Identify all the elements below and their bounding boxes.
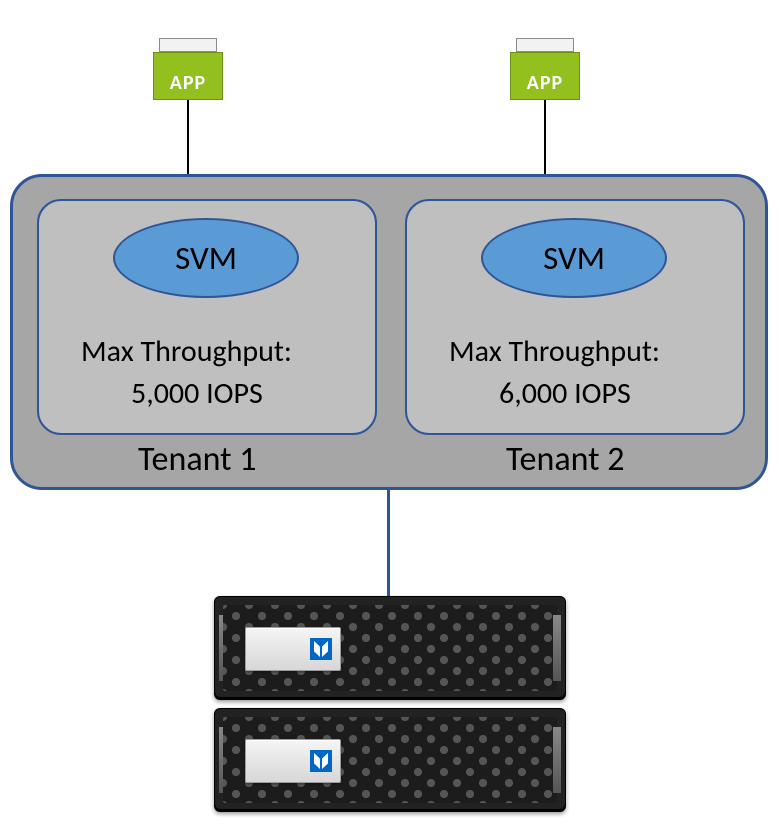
- tenant-2-throughput-label: Max Throughput:: [449, 333, 660, 370]
- tenant-1-throughput-value: 5,000 IOPS: [131, 375, 263, 412]
- tenant-2-svm: SVM: [481, 218, 667, 298]
- storage-shelf-2: [214, 708, 566, 812]
- tenant-2-label: Tenant 2: [506, 439, 624, 480]
- storage-shelf-1: [214, 596, 566, 700]
- tenant-1-throughput-label: Max Throughput:: [81, 333, 292, 370]
- app-label-right: APP: [527, 71, 563, 95]
- app-badge-right: APP: [510, 38, 580, 100]
- diagram-stage: APP APP SVM SVM Max Throughput: 5,000 IO…: [0, 0, 779, 834]
- controller-module-2: [245, 739, 341, 783]
- controller-module-1: [245, 627, 341, 671]
- app-label-left: APP: [170, 71, 206, 95]
- tenant-2-svm-label: SVM: [543, 238, 605, 278]
- app-window-chrome: [516, 38, 574, 52]
- app-badge-left: APP: [153, 38, 223, 100]
- netapp-logo-icon: [310, 750, 332, 772]
- cluster-to-storage-connector: [387, 490, 390, 596]
- tenant-2-throughput-value: 6,000 IOPS: [499, 375, 631, 412]
- storage-appliance: [214, 596, 566, 810]
- app-window-chrome: [159, 38, 217, 52]
- tenant-1-svm: SVM: [113, 218, 299, 298]
- app-body-right: APP: [510, 52, 580, 100]
- cluster-box: SVM SVM Max Throughput: 5,000 IOPS Max T…: [10, 174, 768, 490]
- tenant-1-label: Tenant 1: [138, 439, 256, 480]
- tenant-1-svm-label: SVM: [175, 238, 237, 278]
- app-body-left: APP: [153, 52, 223, 100]
- netapp-logo-icon: [310, 638, 332, 660]
